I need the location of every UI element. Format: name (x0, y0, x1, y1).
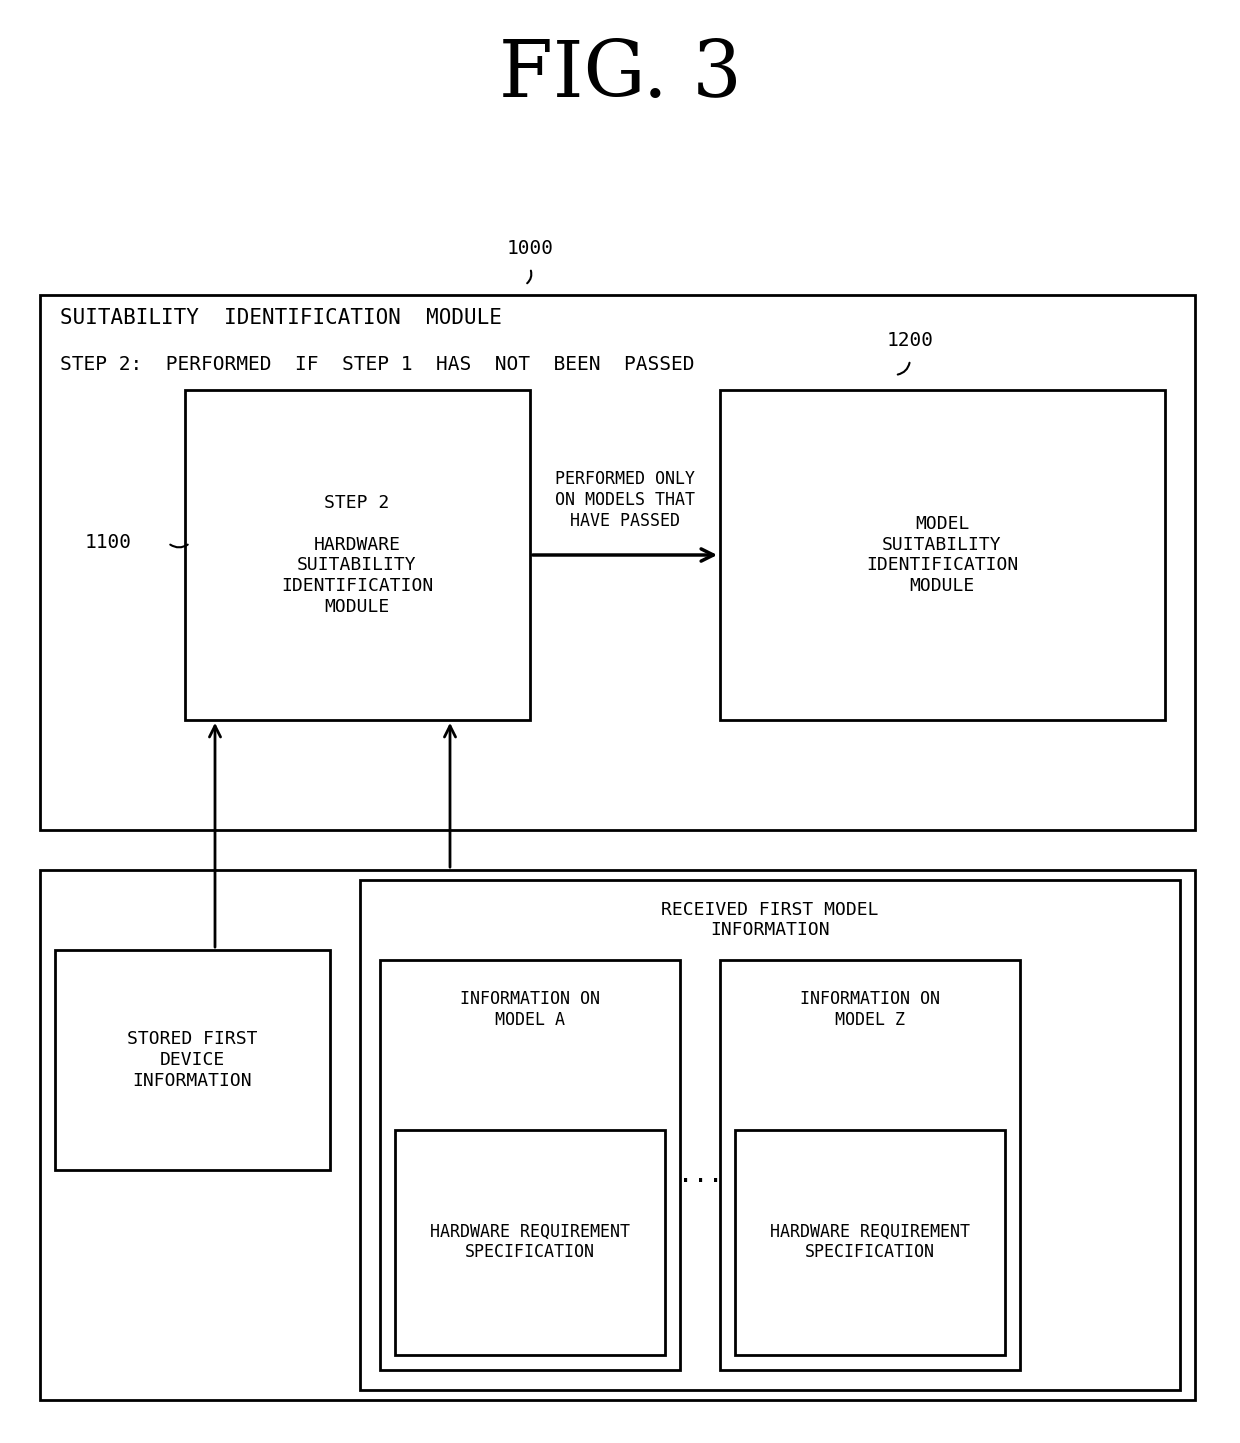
Text: ...: ... (677, 1163, 723, 1188)
Text: MODEL
SUITABILITY
IDENTIFICATION
MODULE: MODEL SUITABILITY IDENTIFICATION MODULE (866, 515, 1018, 595)
Text: FIG. 3: FIG. 3 (498, 38, 742, 113)
Text: HARDWARE REQUIREMENT
SPECIFICATION: HARDWARE REQUIREMENT SPECIFICATION (430, 1222, 630, 1261)
Bar (40, 294, 1195, 830)
Bar (360, 880, 1180, 1390)
Text: INFORMATION ON
MODEL A: INFORMATION ON MODEL A (460, 990, 600, 1029)
Bar (40, 870, 1195, 1400)
Text: HARDWARE REQUIREMENT
SPECIFICATION: HARDWARE REQUIREMENT SPECIFICATION (770, 1222, 970, 1261)
Text: 1000: 1000 (506, 238, 553, 257)
Bar (379, 960, 680, 1369)
Text: STEP 2

HARDWARE
SUITABILITY
IDENTIFICATION
MODULE: STEP 2 HARDWARE SUITABILITY IDENTIFICATI… (281, 494, 433, 616)
Bar (720, 390, 1166, 720)
Bar (396, 1130, 665, 1355)
Text: 1200: 1200 (887, 330, 934, 349)
Text: PERFORMED ONLY
ON MODELS THAT
HAVE PASSED: PERFORMED ONLY ON MODELS THAT HAVE PASSE… (556, 470, 694, 530)
Bar (185, 390, 529, 720)
Text: SUITABILITY  IDENTIFICATION  MODULE: SUITABILITY IDENTIFICATION MODULE (60, 307, 502, 328)
Bar (735, 1130, 1004, 1355)
Bar (55, 949, 330, 1170)
Text: STEP 2:  PERFORMED  IF  STEP 1  HAS  NOT  BEEN  PASSED: STEP 2: PERFORMED IF STEP 1 HAS NOT BEEN… (60, 355, 694, 375)
Text: INFORMATION ON
MODEL Z: INFORMATION ON MODEL Z (800, 990, 940, 1029)
Text: 1100: 1100 (84, 534, 131, 553)
Text: STORED FIRST
DEVICE
INFORMATION: STORED FIRST DEVICE INFORMATION (126, 1030, 257, 1089)
Bar (720, 960, 1021, 1369)
Text: RECEIVED FIRST MODEL
INFORMATION: RECEIVED FIRST MODEL INFORMATION (661, 900, 879, 939)
